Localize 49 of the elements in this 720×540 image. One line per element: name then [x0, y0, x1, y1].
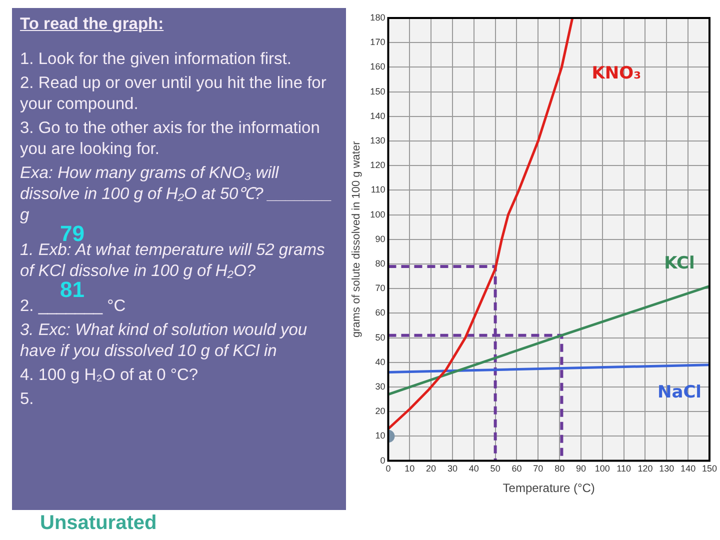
x-tick-label: 60 — [512, 464, 522, 474]
text: 3. Go to the other axis for the information you are looking for. — [20, 118, 321, 160]
y-tick-label: 100 — [370, 209, 386, 220]
series-label: KCl — [664, 254, 695, 274]
y-tick-label: 120 — [370, 160, 386, 170]
text: Unsaturated — [40, 512, 157, 535]
x-tick-label: 150 — [702, 464, 718, 474]
y-tick-label: 150 — [370, 86, 386, 96]
text: 5. — [20, 389, 35, 410]
text: 2. Read up or over until you hit the line for your compound. — [20, 73, 328, 115]
y-tick-label: 70 — [375, 283, 386, 294]
y-tick-label: 0 — [380, 455, 386, 466]
x-tick-label: 120 — [638, 464, 653, 474]
series-label: NaCl — [657, 382, 702, 402]
x-tick-label: 70 — [533, 464, 544, 474]
x-tick-label: 130 — [659, 464, 674, 474]
text: 3. Exc: What kind of solution would you have if you dissolved 10 g of KCl in — [20, 320, 308, 362]
y-tick-label: 170 — [370, 37, 386, 48]
y-tick-label: 30 — [375, 381, 386, 392]
y-tick-label: 140 — [370, 110, 386, 121]
y-axis-title: grams of solute dissolved in 100 g water — [350, 140, 363, 338]
x-tick-label: 90 — [576, 464, 586, 474]
y-tick-label: 160 — [370, 62, 386, 72]
x-tick-label: 40 — [468, 464, 479, 474]
x-tick-label: 140 — [680, 464, 696, 474]
y-tick-label: 90 — [375, 234, 386, 244]
x-tick-label: 20 — [426, 464, 436, 474]
x-tick-label: 100 — [594, 464, 610, 474]
y-tick-label: 130 — [370, 135, 386, 146]
y-tick-label: 10 — [375, 430, 386, 441]
text: Exa: How many grams of KNO₃ will dissolve in 100 g of H₂O at 50℃? _______ g — [20, 164, 332, 224]
y-tick-label: 110 — [370, 184, 386, 195]
text: 4. 100 g H₂O of at 0 °C? — [20, 365, 200, 386]
y-tick-label: 180 — [370, 12, 386, 22]
x-tick-label: 50 — [490, 464, 500, 474]
text: To read the graph: — [20, 14, 165, 35]
text: 1. Look for the given information first. — [20, 49, 292, 70]
y-tick-label: 80 — [375, 258, 386, 268]
x-axis-title: Temperature (°C) — [502, 481, 595, 496]
y-tick-label: 60 — [375, 308, 386, 318]
series-label: KNO₃ — [592, 63, 642, 84]
x-tick-label: 80 — [554, 464, 565, 474]
x-tick-label: 30 — [447, 464, 458, 474]
x-tick-label: 10 — [404, 464, 415, 474]
y-tick-label: 40 — [375, 356, 386, 367]
y-tick-label: 50 — [375, 332, 386, 342]
text: 1. Exb: At what temperature will 52 grams of KCl dissolve in 100 g of H₂O? — [20, 241, 325, 280]
x-tick-label: 110 — [616, 464, 631, 474]
y-tick-label: 20 — [375, 406, 386, 416]
